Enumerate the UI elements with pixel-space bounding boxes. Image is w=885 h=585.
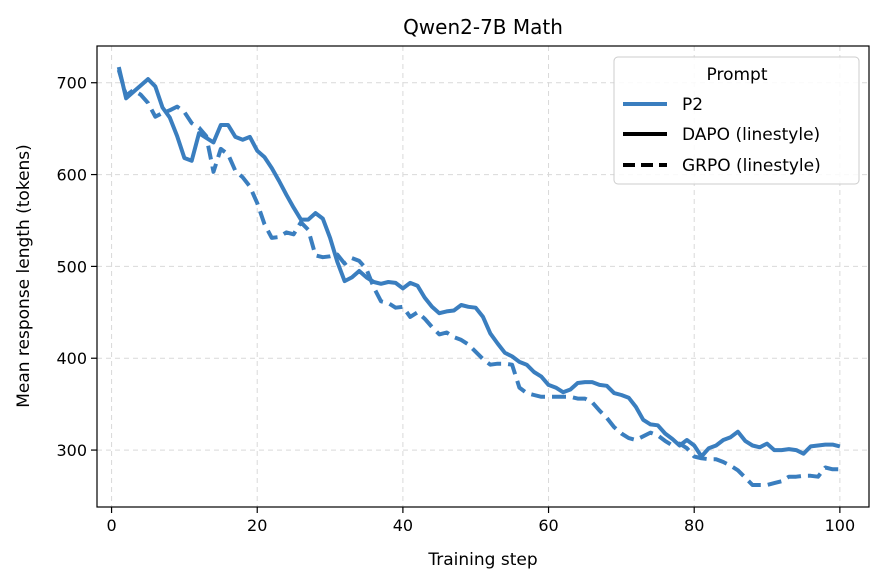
series-layer (116, 66, 841, 487)
y-tick-label: 300 (56, 441, 87, 460)
x-tick-label: 40 (393, 516, 413, 535)
legend-label-p2: P2 (682, 95, 703, 115)
y-tick-label: 700 (56, 74, 87, 93)
x-axis-label: Training step (427, 550, 537, 570)
y-tick-label: 400 (56, 349, 87, 368)
legend-box (613, 56, 860, 185)
y-axis-label: Mean response length (tokens) (14, 144, 34, 408)
legend-title: Prompt (707, 65, 768, 85)
legend-label-grpo: GRPO (linestyle) (682, 156, 821, 176)
legend: Prompt P2 DAPO (linestyle) GRPO (linesty… (613, 56, 860, 185)
y-tick-label: 600 (56, 166, 87, 185)
x-tick-label: 60 (538, 516, 558, 535)
y-tick-label: 500 (56, 257, 87, 276)
legend-label-dapo: DAPO (linestyle) (682, 125, 820, 145)
x-tick-label: 0 (106, 516, 116, 535)
x-tick-label: 100 (825, 516, 856, 535)
plot-frame (96, 45, 870, 508)
axis-ticks: 0 20 40 60 80 100 300 400 500 600 700 (56, 74, 855, 535)
x-tick-label: 80 (684, 516, 704, 535)
series-line-p2-grpo (116, 69, 840, 487)
series-line-p2-dapo (116, 66, 841, 459)
x-tick-label: 20 (247, 516, 267, 535)
chart-title: Qwen2-7B Math (403, 15, 563, 39)
